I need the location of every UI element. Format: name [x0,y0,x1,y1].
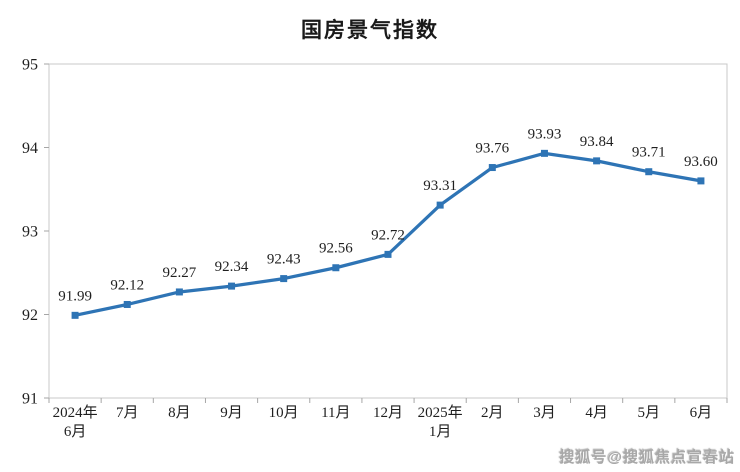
data-point-label: 92.72 [371,227,405,243]
data-point-label: 92.34 [215,259,249,275]
data-point-marker [488,164,496,172]
data-point-marker [697,177,705,185]
data-point-label: 91.99 [58,288,92,304]
watermark-text: 搜狐号@搜狐焦点宣春站 [559,449,735,466]
data-point-label: 92.56 [319,241,353,257]
data-point-label: 93.76 [475,141,509,157]
data-point-label: 93.93 [528,126,562,142]
data-point-label: 92.12 [110,277,144,293]
data-point-marker [384,250,392,258]
data-point-marker [175,288,183,296]
x-axis-label: 4月 [585,405,608,421]
x-axis-label: 11月 [321,405,350,421]
x-axis-label: 10月 [269,405,299,421]
x-axis-label: 7月 [116,405,139,421]
x-axis-label: 6月 [690,405,713,421]
data-point-marker [645,168,653,176]
data-point-marker [71,311,79,319]
x-axis-label: 2月 [481,405,504,421]
x-axis-label: 12月 [373,405,403,421]
x-axis-label: 8月 [168,405,191,421]
data-point-marker [332,264,340,272]
data-point-label: 92.43 [267,252,301,268]
x-axis-label: 2024年 [53,404,98,421]
data-point-label: 93.60 [684,154,718,170]
data-point-marker [123,300,131,308]
y-axis-label: 94 [22,140,38,157]
data-point-label: 92.27 [163,265,197,281]
chart-title: 国房景气指数 [301,19,439,42]
data-point-label: 93.31 [423,178,457,194]
x-axis-label: 1月 [429,424,452,440]
y-axis-label: 92 [22,307,38,324]
x-axis-label: 2025年 [418,404,463,421]
x-axis-label: 9月 [220,405,243,421]
data-point-label: 93.84 [580,134,614,150]
data-point-marker [228,282,236,290]
y-axis-label: 95 [22,57,38,74]
y-axis-label: 93 [22,224,38,241]
data-point-marker [436,201,444,209]
data-point-marker [280,275,288,283]
x-axis-label: 3月 [533,405,556,421]
y-axis-label: 91 [22,391,38,408]
data-point-label: 93.71 [632,145,666,161]
data-point-marker [593,157,601,165]
x-axis-label: 6月 [64,424,87,440]
x-axis-label: 5月 [638,405,661,421]
data-point-marker [540,149,548,157]
